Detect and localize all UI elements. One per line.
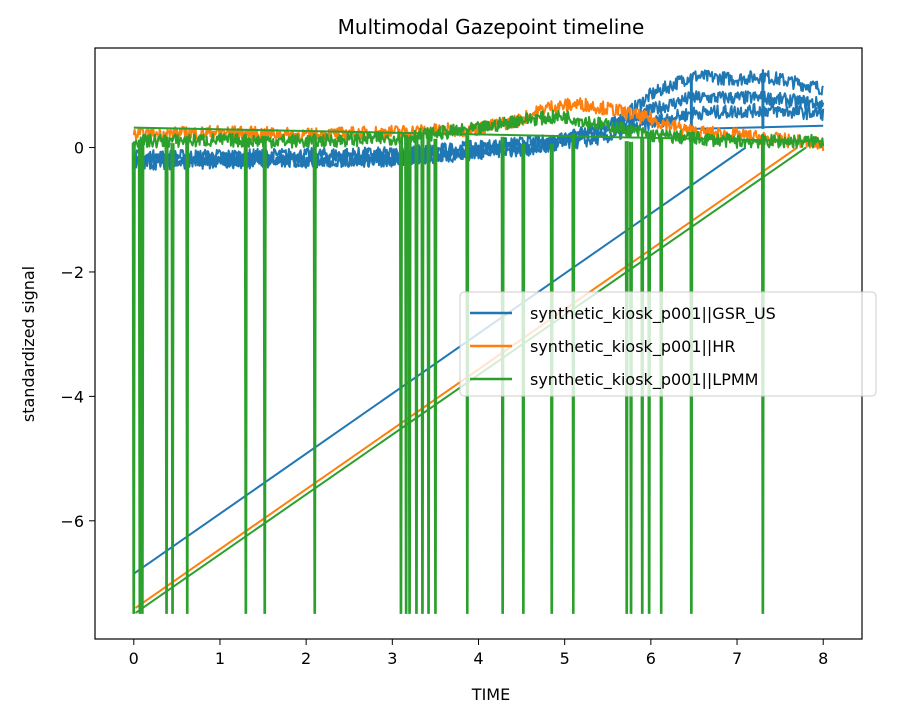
- x-axis: 0 1 2 3 4 5 6 7 8: [129, 639, 828, 668]
- x-tick-label-0: 0: [129, 649, 139, 668]
- y-tick-label-2: −4: [60, 387, 84, 406]
- legend-box: [459, 291, 877, 397]
- series-3-dip-10: [398, 136, 403, 614]
- x-tick-label-1: 1: [215, 649, 225, 668]
- x-tick-label-7: 7: [732, 649, 742, 668]
- series-3-dip-15: [426, 131, 431, 614]
- legend-label-1: synthetic_kiosk_p001||GSR_US: [530, 304, 776, 324]
- series-3-dip-16: [433, 138, 438, 614]
- legend-label-2: synthetic_kiosk_p001||HR: [530, 337, 735, 357]
- y-tick-label-3: −6: [60, 512, 84, 531]
- legend: synthetic_kiosk_p001||GSR_US synthetic_ki…: [459, 291, 877, 397]
- legend-label-3: synthetic_kiosk_p001||LPMM: [530, 370, 758, 390]
- series-3-dip-5: [170, 143, 175, 614]
- chart-title: Multimodal Gazepoint timeline: [338, 15, 645, 39]
- series-3-dip-8: [262, 135, 267, 614]
- series-3-dip-6: [185, 140, 190, 614]
- series-3-dip-7: [243, 142, 248, 614]
- x-tick-label-6: 6: [646, 649, 656, 668]
- series-3-line-2: [133, 126, 824, 143]
- series-1-line-3: [132, 102, 825, 171]
- x-tick-label-3: 3: [387, 649, 397, 668]
- series-3-dip-3: [140, 142, 145, 614]
- y-tick-label-0: 0: [74, 139, 84, 158]
- x-tick-label-5: 5: [560, 649, 570, 668]
- x-tick-label-4: 4: [473, 649, 483, 668]
- series-3-dip-12: [407, 139, 412, 614]
- y-tick-label-1: −2: [60, 263, 84, 282]
- series-3-dip-14: [420, 133, 425, 614]
- series-3-dip-13: [414, 134, 419, 614]
- series-3-dip-4: [164, 136, 169, 614]
- y-axis-label: standardized signal: [19, 266, 38, 422]
- series-3-dip-9: [312, 139, 317, 614]
- y-axis: 0 −2 −4 −6: [60, 139, 95, 531]
- series-3-dip-1: [131, 142, 136, 614]
- series-3-dip-2: [137, 139, 142, 614]
- x-axis-label: TIME: [471, 685, 510, 704]
- x-tick-label-8: 8: [818, 649, 828, 668]
- x-tick-label-2: 2: [301, 649, 311, 668]
- series-3-dip-11: [404, 135, 409, 614]
